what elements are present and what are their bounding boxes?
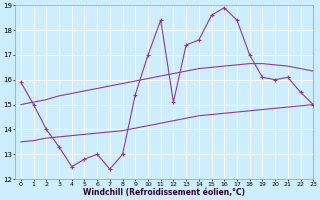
X-axis label: Windchill (Refroidissement éolien,°C): Windchill (Refroidissement éolien,°C)	[83, 188, 245, 197]
